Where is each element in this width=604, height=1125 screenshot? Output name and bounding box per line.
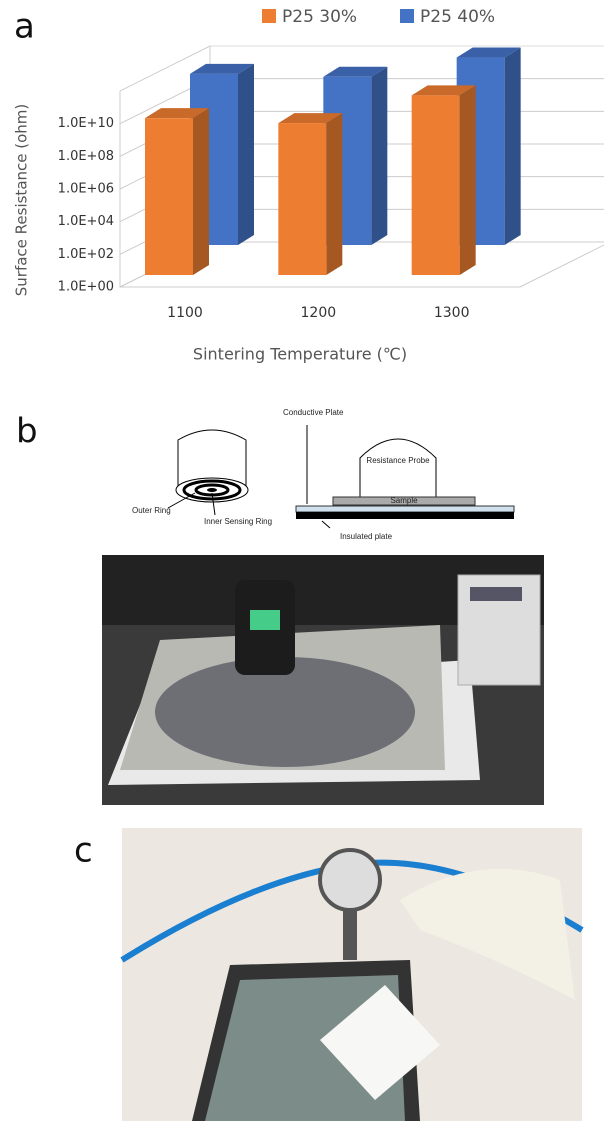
legend-swatch (262, 9, 276, 23)
y-tick-label: 1.0E+08 (58, 149, 114, 164)
panel-label: a (14, 7, 35, 47)
diagram-label: Insulated plate (340, 532, 393, 541)
y-tick-label: 1.0E+06 (58, 182, 114, 197)
y-tick-label: 1.0E+02 (58, 247, 114, 262)
x-tick-label: 1100 (167, 305, 203, 321)
bar (412, 95, 460, 275)
y-tick-label: 1.0E+04 (58, 214, 114, 229)
x-axis-label: Sintering Temperature (℃) (193, 345, 407, 364)
diagram-label: Inner Sensing Ring (204, 517, 272, 526)
y-tick-label: 1.0E+10 (58, 116, 114, 131)
bar (145, 118, 193, 275)
photo-measurement-setup (102, 555, 544, 805)
y-tick-label: 1.0E+00 (58, 280, 114, 295)
panel-label: b (16, 412, 38, 452)
probe-sketch (168, 425, 514, 528)
diagram-label: Conductive Plate (283, 408, 344, 417)
diagram-label: Resistance Probe (366, 456, 430, 465)
diagram-label: Outer Ring (132, 506, 171, 515)
x-tick-label: 1200 (301, 305, 337, 321)
bar-side (193, 108, 209, 275)
legend-label: P25 40% (420, 7, 495, 27)
photo-pressure-test (122, 828, 582, 1121)
y-axis-label: Surface Resistance (ohm) (13, 104, 31, 297)
bar-side (326, 113, 342, 275)
diagram-label: Sample (390, 496, 418, 505)
bar (278, 123, 326, 275)
panel-label: c (74, 831, 93, 871)
figure: a Surface Resistance (ohm) Sintering Tem… (0, 0, 604, 1121)
x-tick-label: 1300 (434, 305, 470, 321)
legend-label: P25 30% (282, 7, 357, 27)
bar-side (371, 67, 387, 245)
legend-swatch (400, 9, 414, 23)
bar-side (460, 85, 476, 275)
bar-side (238, 64, 254, 245)
bar-side (505, 48, 521, 245)
